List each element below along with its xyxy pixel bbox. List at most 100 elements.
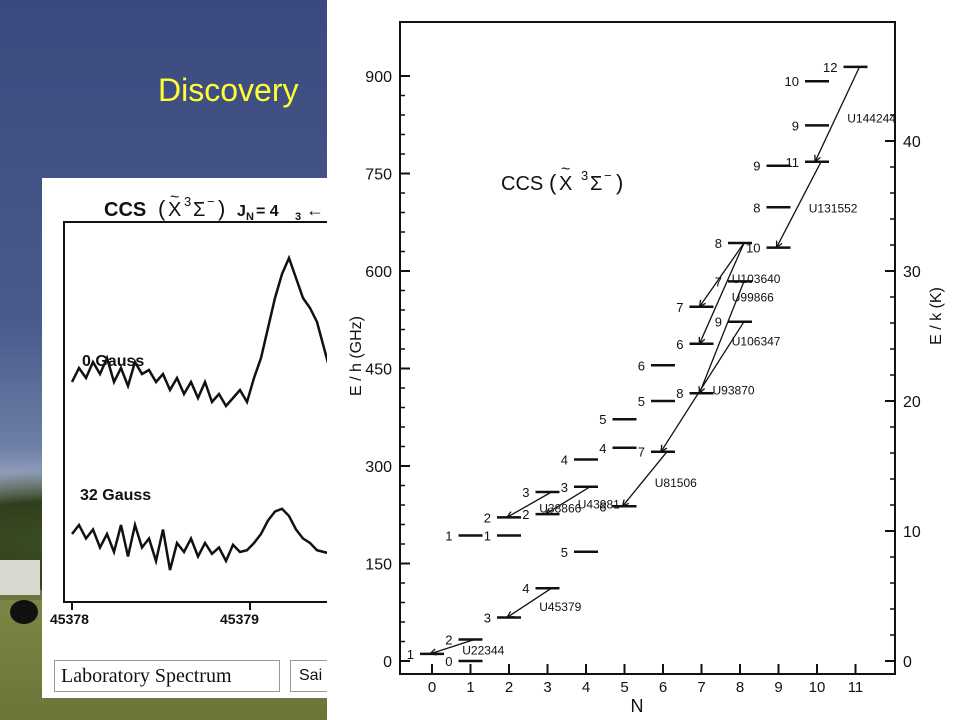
energy-level-label-2: 2 xyxy=(445,633,452,648)
lab-state-minus: − xyxy=(207,194,215,209)
energy-level-label-9: 2 xyxy=(522,507,529,522)
diagram-state-tilde: ~ xyxy=(561,161,570,178)
transition-label-0: U22344 xyxy=(462,644,504,658)
lab-transition-arrow: ← xyxy=(306,200,324,220)
transition-arrowhead-6 xyxy=(698,386,706,395)
y-ticklabel-left-5: 750 xyxy=(365,167,392,184)
lab-plot-frame xyxy=(63,221,342,603)
transition-line-2 xyxy=(506,491,552,518)
y-ticklabel-right-0: 0 xyxy=(903,654,912,671)
energy-level-label-8: 2 xyxy=(484,510,491,525)
energy-transitions: U22344U45379U38866U43981U81506U93870U106… xyxy=(428,66,896,658)
trace-label-32-gauss: 32 Gauss xyxy=(80,487,151,504)
transition-arrowhead-4 xyxy=(621,499,630,508)
energy-level-label-4: 4 xyxy=(522,581,529,596)
energy-level-label-17: 5 xyxy=(638,394,645,409)
energy-level-label-18: 6 xyxy=(638,358,645,373)
y-ticklabel-left-2: 300 xyxy=(365,459,392,476)
x-ticklabel-10: 10 xyxy=(809,679,826,696)
y-ticklabel-right-2: 20 xyxy=(903,394,921,411)
transition-arrowhead-3 xyxy=(544,507,553,515)
y-ticklabel-left-4: 600 xyxy=(365,264,392,281)
energy-level-label-13: 4 xyxy=(599,441,606,456)
energy-level-label-24: 8 xyxy=(715,236,722,251)
transition-label-7: U99866 xyxy=(732,290,774,304)
trace-label-0-gauss: 0 Gauss xyxy=(82,353,144,370)
x-ticklabel-7: 7 xyxy=(697,679,705,696)
energy-level-label-5: 5 xyxy=(561,545,568,560)
y-ticklabel-left-0: 0 xyxy=(383,654,392,671)
energy-level-label-25: 8 xyxy=(753,200,760,215)
transition-label-6: U106347 xyxy=(732,334,781,348)
lab-x-ticklabel-1: 45379 xyxy=(220,611,259,627)
lab-state-X: X xyxy=(168,199,181,221)
diagram-state-X: X xyxy=(559,173,572,195)
lab-transition-eq: = 4 xyxy=(256,203,279,220)
energy-level-label-29: 9 xyxy=(792,118,799,133)
transition-label-4: U81506 xyxy=(655,476,697,490)
transition-label-8: U103640 xyxy=(732,272,781,286)
x-ticklabel-2: 2 xyxy=(505,679,513,696)
y-ticklabel-right-3: 30 xyxy=(903,264,921,281)
transition-line-3 xyxy=(545,486,591,515)
x-ticklabel-4: 4 xyxy=(582,679,590,696)
transition-line-10 xyxy=(814,66,861,163)
energy-level-label-1: 0 xyxy=(445,654,452,669)
laboratory-spectrum-panel: CCS ( X ~ 3 Σ − ) J N = 4 3 ← 0 Gauss 32… xyxy=(42,178,342,698)
transition-label-3: U43981 xyxy=(578,497,620,511)
x-axis-label: N xyxy=(631,696,644,716)
y-ticklabel-left-3: 450 xyxy=(365,362,392,379)
energy-level-label-20: 6 xyxy=(676,337,683,352)
laboratory-spectrum-caption: Laboratory Spectrum xyxy=(54,660,280,692)
y-axis-label-left: E / h (GHz) xyxy=(348,316,365,396)
lab-paren-open: ( xyxy=(158,196,166,221)
diagram-paren-close: ) xyxy=(616,170,623,195)
diagram-paren-open: ( xyxy=(549,170,557,195)
y-ticklabel-left-1: 150 xyxy=(365,557,392,574)
lab-transition-sub2: 3 xyxy=(295,211,301,223)
lab-state-tilde: ~ xyxy=(170,189,179,206)
transition-arrowhead-7 xyxy=(698,336,706,346)
x-ticklabel-1: 1 xyxy=(466,679,474,696)
diagram-state-minus: − xyxy=(604,168,612,183)
lab-state-sigma: Σ xyxy=(193,199,205,221)
energy-level-label-22: 9 xyxy=(715,315,722,330)
energy-level-label-11: 3 xyxy=(561,480,568,495)
trace-0-gauss xyxy=(70,254,342,418)
transition-arrowhead-0 xyxy=(428,648,438,656)
x-ticklabel-11: 11 xyxy=(848,679,864,696)
x-ticklabel-5: 5 xyxy=(620,679,628,696)
trace-32-gauss xyxy=(71,507,342,572)
x-ticklabel-0: 0 xyxy=(428,679,436,696)
transition-arrowhead-1 xyxy=(505,611,515,619)
hay-bale xyxy=(10,600,38,624)
y-ticklabel-right-1: 10 xyxy=(903,524,921,541)
transition-line-6 xyxy=(698,281,745,394)
energy-level-label-3: 3 xyxy=(484,610,491,625)
energy-level-label-16: 7 xyxy=(638,445,645,460)
energy-level-label-7: 1 xyxy=(484,529,491,544)
energy-level-label-6: 1 xyxy=(445,529,452,544)
energy-level-label-15: 6 xyxy=(599,499,606,514)
transition-label-1: U45379 xyxy=(539,600,581,614)
lab-transition-J: J xyxy=(237,203,246,220)
energy-level-label-0: 1 xyxy=(407,647,414,662)
transition-arrowhead-2 xyxy=(505,511,515,519)
lab-paren-close: ) xyxy=(218,196,225,221)
transition-arrowhead-10 xyxy=(814,154,821,164)
barn xyxy=(0,560,40,595)
diagram-molecule-label: CCS xyxy=(501,173,543,195)
transition-line-0 xyxy=(429,638,475,655)
slide-title: Discovery xyxy=(158,72,299,108)
transition-line-8 xyxy=(698,242,745,308)
transition-label-9: U131552 xyxy=(809,202,858,216)
transition-line-4 xyxy=(621,451,668,507)
energy-level-label-21: 7 xyxy=(676,300,683,315)
energy-level-label-31: 12 xyxy=(823,60,837,75)
y-ticklabel-right-4: 40 xyxy=(903,134,921,151)
transition-line-1 xyxy=(506,587,552,618)
lab-transition-sub: N xyxy=(246,211,254,223)
